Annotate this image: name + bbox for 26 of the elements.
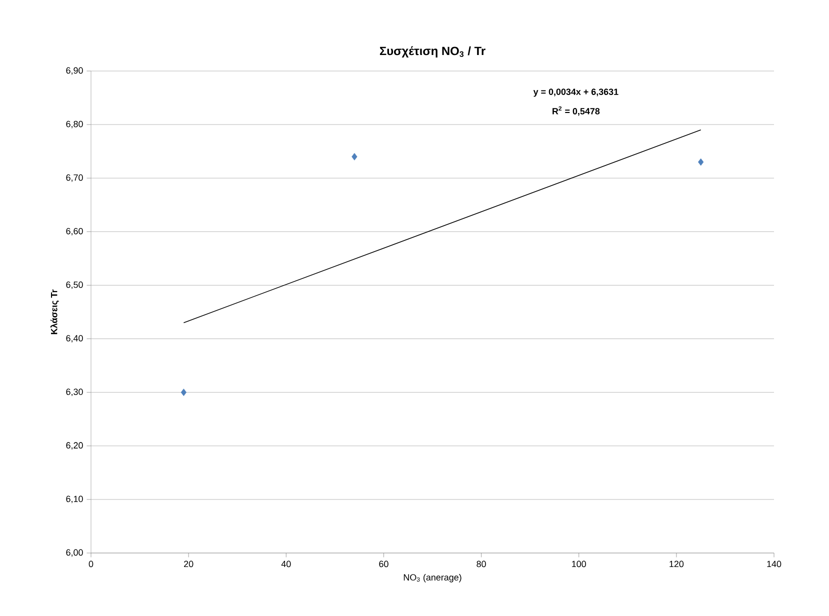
x-tick-label: 120 (670, 560, 684, 568)
y-tick-label: 6,30 (66, 388, 83, 396)
y-tick-label: 6,80 (66, 120, 83, 128)
annotation: R$^{2}$ = 0,5478 (552, 106, 600, 116)
x-tick-label: 20 (184, 560, 194, 568)
y-tick-label: 6,20 (66, 442, 83, 450)
y-tick-label: 6,10 (66, 496, 83, 504)
point (180, 388, 187, 396)
point (698, 158, 704, 166)
y-tick-label: 6,00 (66, 549, 83, 557)
chart-title: Συσχέτιση NO$_{3}$ / Tr (380, 46, 486, 58)
x-tick-label: 100 (572, 560, 586, 568)
y-tick-label: 6,90 (66, 67, 83, 75)
x-tick-label: 80 (476, 560, 486, 568)
x-tick-label: 140 (767, 560, 782, 568)
point (352, 153, 358, 160)
y-axis-title: Κλάσεις Tr (50, 289, 59, 334)
y-tick-label: 6,60 (66, 228, 83, 236)
x-tick-label: 0 (88, 560, 94, 568)
y-tick-label: 6,70 (66, 174, 83, 182)
y-tick-label: 6,40 (66, 335, 83, 342)
annotation: y = 0,0034x + 6,3631 (533, 88, 618, 97)
x-tick-label: 60 (379, 560, 388, 568)
x-tick-label: 40 (281, 560, 291, 568)
y-tick-label: 6,50 (66, 282, 83, 289)
x-axis-title: NO$_{3}$ (anerage) (404, 574, 462, 582)
